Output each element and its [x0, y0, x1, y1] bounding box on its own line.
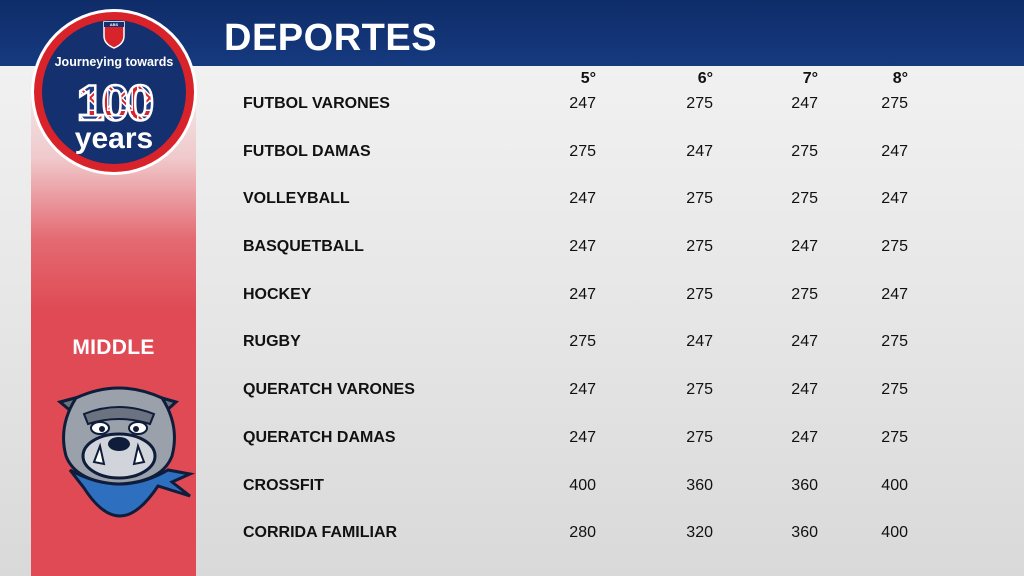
page-title: DEPORTES	[224, 17, 438, 59]
price-cell: 275	[881, 238, 908, 255]
sport-name: QUERATCH DAMAS	[243, 429, 396, 446]
price-cell: 247	[569, 381, 596, 398]
price-cell: 247	[791, 95, 818, 112]
price-cell: 275	[686, 381, 713, 398]
price-cell: 275	[686, 286, 713, 303]
price-cell: 360	[686, 477, 713, 494]
price-cell: 275	[686, 238, 713, 255]
price-cell: 275	[881, 381, 908, 398]
price-cell: 247	[791, 381, 818, 398]
price-cell: 247	[791, 238, 818, 255]
price-cell: 275	[569, 333, 596, 350]
price-cell: 247	[569, 190, 596, 207]
svg-text:ABS: ABS	[110, 22, 119, 27]
division-label: MIDDLE	[72, 336, 155, 359]
grade-header: 7°	[802, 70, 818, 87]
price-cell: 275	[569, 143, 596, 160]
badge-line1: Journeying towards	[55, 55, 174, 69]
sport-name: CORRIDA FAMILIAR	[243, 524, 398, 541]
table-row: CORRIDA FAMILIAR 280 320 360 400	[0, 524, 1024, 546]
price-cell: 275	[686, 190, 713, 207]
price-cell: 247	[881, 143, 908, 160]
price-cell: 247	[881, 190, 908, 207]
table-row: CROSSFIT 400 360 360 400	[0, 477, 1024, 499]
price-cell: 275	[791, 190, 818, 207]
price-cell: 247	[686, 143, 713, 160]
price-cell: 275	[881, 95, 908, 112]
price-cell: 275	[791, 143, 818, 160]
table-row: QUERATCH VARONES 247 275 247 275	[0, 381, 1024, 403]
sport-name: VOLLEYBALL	[243, 190, 350, 207]
table-row: HOCKEY 247 275 275 247	[0, 286, 1024, 308]
table-row: BASQUETBALL 247 275 247 275	[0, 238, 1024, 260]
grade-header: 5°	[580, 70, 596, 87]
price-cell: 275	[686, 95, 713, 112]
sport-name: CROSSFIT	[243, 477, 324, 494]
grade-header: 6°	[697, 70, 713, 87]
sport-name: QUERATCH VARONES	[243, 381, 415, 398]
price-cell: 247	[686, 333, 713, 350]
anniversary-badge-logo: ABS Journeying towards 100 years	[31, 9, 197, 175]
price-cell: 247	[791, 333, 818, 350]
sport-name: FUTBOL VARONES	[243, 95, 390, 112]
bulldog-mascot-icon	[56, 386, 196, 518]
crest-icon: ABS	[103, 21, 125, 49]
price-cell: 275	[686, 429, 713, 446]
price-cell: 247	[791, 429, 818, 446]
price-cell: 275	[791, 286, 818, 303]
price-cell: 400	[881, 524, 908, 541]
price-cell: 247	[569, 286, 596, 303]
sport-name: FUTBOL DAMAS	[243, 143, 371, 160]
badge-line2: years	[75, 122, 153, 155]
sport-name: RUGBY	[243, 333, 301, 350]
badge-number: 100	[77, 75, 153, 131]
table-row: RUGBY 275 247 247 275	[0, 333, 1024, 355]
price-cell: 247	[881, 286, 908, 303]
grade-header: 8°	[892, 70, 908, 87]
sport-name: HOCKEY	[243, 286, 312, 303]
table-row: QUERATCH DAMAS 247 275 247 275	[0, 429, 1024, 451]
price-cell: 320	[686, 524, 713, 541]
price-cell: 280	[569, 524, 596, 541]
price-cell: 247	[569, 95, 596, 112]
grade-header-row: 5° 6° 7° 8°	[0, 70, 1024, 90]
price-cell: 360	[791, 477, 818, 494]
sport-name: BASQUETBALL	[243, 238, 364, 255]
table-row: FUTBOL VARONES 247 275 247 275	[0, 95, 1024, 117]
table-row: VOLLEYBALL 247 275 275 247	[0, 190, 1024, 212]
price-cell: 400	[881, 477, 908, 494]
table-row: FUTBOL DAMAS 275 247 275 247	[0, 143, 1024, 165]
price-cell: 275	[881, 333, 908, 350]
price-cell: 247	[569, 238, 596, 255]
price-cell: 247	[569, 429, 596, 446]
price-cell: 275	[881, 429, 908, 446]
price-cell: 400	[569, 477, 596, 494]
price-cell: 360	[791, 524, 818, 541]
